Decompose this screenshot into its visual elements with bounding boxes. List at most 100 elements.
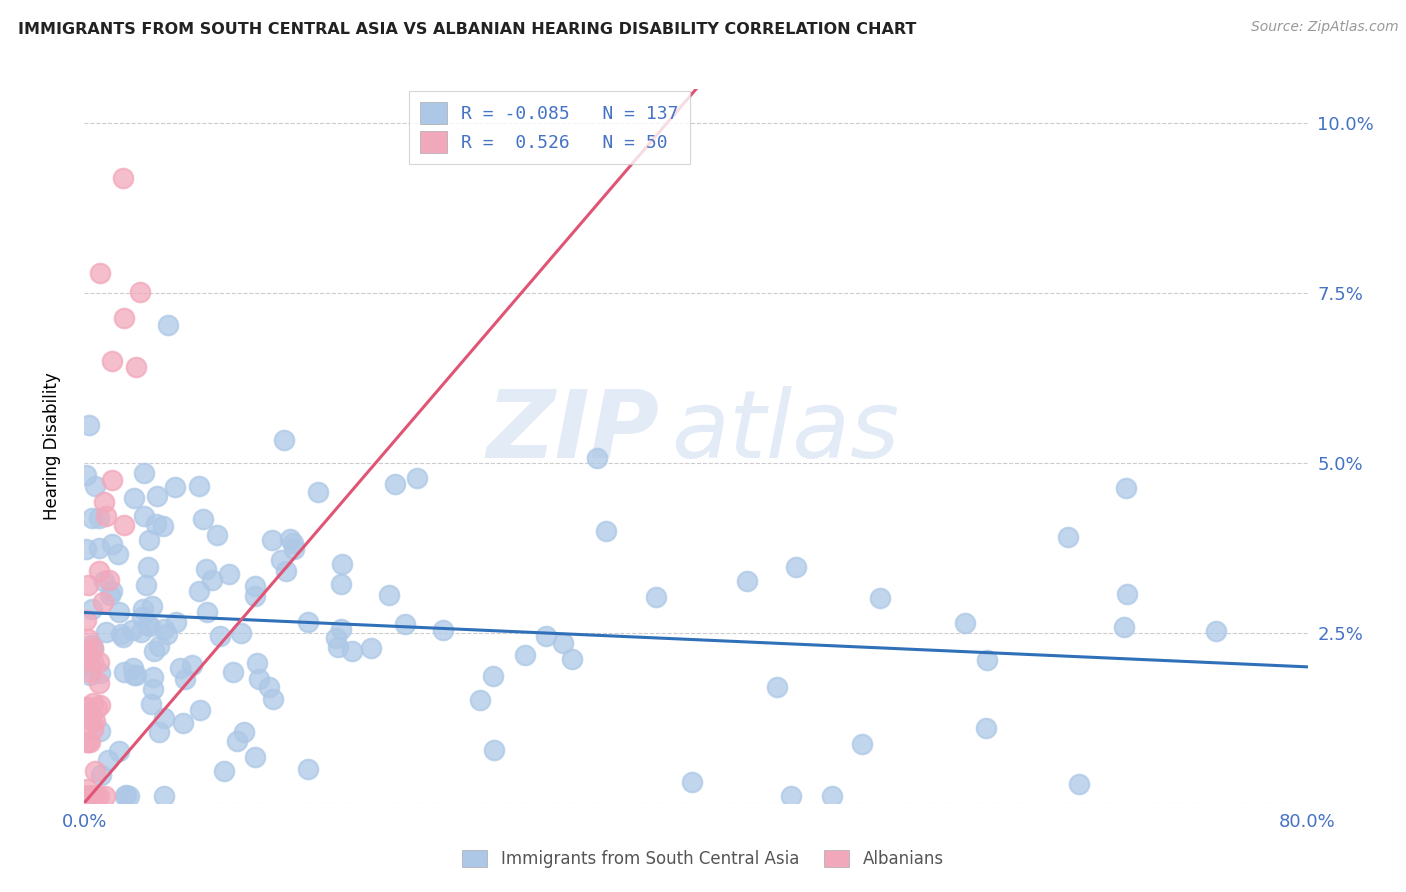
- Point: [1116, 587, 1139, 601]
- Point: [142, 670, 165, 684]
- Point: [148, 724, 170, 739]
- Point: [142, 682, 165, 697]
- Point: [82, 641, 104, 656]
- Point: [75, 613, 97, 627]
- Legend: R = -0.085   N = 137, R =  0.526   N = 50: R = -0.085 N = 137, R = 0.526 N = 50: [409, 91, 689, 164]
- Point: [851, 737, 873, 751]
- Point: [278, 532, 301, 546]
- Point: [432, 623, 454, 637]
- Point: [138, 533, 160, 548]
- Point: [76, 578, 98, 592]
- Point: [173, 672, 195, 686]
- Point: [330, 557, 353, 571]
- Point: [80, 510, 103, 524]
- Point: [737, 574, 759, 589]
- Point: [226, 734, 249, 748]
- Point: [145, 489, 167, 503]
- Text: ZIP: ZIP: [486, 385, 659, 478]
- Point: [131, 625, 153, 640]
- Point: [82, 642, 104, 657]
- Point: [114, 789, 136, 803]
- Point: [165, 479, 187, 493]
- Point: [208, 629, 231, 643]
- Point: [82, 789, 104, 803]
- Point: [534, 629, 557, 643]
- Point: [101, 537, 124, 551]
- Point: [136, 560, 159, 574]
- Point: [1067, 777, 1090, 791]
- Point: [93, 495, 115, 509]
- Point: [91, 595, 114, 609]
- Point: [869, 591, 891, 605]
- Point: [595, 524, 617, 538]
- Point: [141, 599, 163, 613]
- Point: [326, 640, 349, 655]
- Point: [82, 696, 104, 710]
- Point: [82, 723, 104, 737]
- Point: [121, 623, 143, 637]
- Point: [75, 541, 97, 556]
- Point: [765, 680, 787, 694]
- Point: [94, 625, 117, 640]
- Point: [484, 743, 506, 757]
- Point: [132, 466, 155, 480]
- Point: [148, 640, 170, 654]
- Point: [75, 789, 97, 803]
- Text: Source: ZipAtlas.com: Source: ZipAtlas.com: [1251, 20, 1399, 34]
- Point: [785, 559, 807, 574]
- Point: [90, 768, 112, 782]
- Point: [955, 615, 977, 630]
- Text: IMMIGRANTS FROM SOUTH CENTRAL ASIA VS ALBANIAN HEARING DISABILITY CORRELATION CH: IMMIGRANTS FROM SOUTH CENTRAL ASIA VS AL…: [18, 22, 917, 37]
- Point: [75, 699, 97, 714]
- Point: [89, 666, 111, 681]
- Point: [93, 574, 115, 588]
- Point: [110, 627, 132, 641]
- Point: [188, 479, 211, 493]
- Point: [89, 510, 111, 524]
- Point: [152, 622, 174, 636]
- Point: [342, 644, 364, 658]
- Point: [384, 477, 406, 491]
- Point: [97, 754, 120, 768]
- Point: [79, 668, 101, 682]
- Point: [122, 667, 145, 681]
- Point: [75, 789, 97, 803]
- Point: [77, 735, 100, 749]
- Point: [195, 562, 218, 576]
- Point: [270, 552, 292, 566]
- Point: [281, 535, 304, 549]
- Point: [246, 656, 269, 670]
- Point: [212, 764, 235, 779]
- Point: [125, 668, 148, 682]
- Point: [76, 645, 98, 659]
- Point: [330, 622, 353, 636]
- Point: [247, 672, 270, 686]
- Point: [780, 789, 803, 803]
- Point: [79, 789, 101, 803]
- Point: [276, 564, 298, 578]
- Point: [681, 775, 703, 789]
- Point: [75, 650, 97, 665]
- Point: [132, 508, 155, 523]
- Point: [86, 700, 108, 714]
- Point: [122, 491, 145, 505]
- Point: [139, 619, 162, 633]
- Point: [169, 661, 191, 675]
- Point: [84, 714, 107, 728]
- Point: [482, 669, 505, 683]
- Y-axis label: Hearing Disability: Hearing Disability: [42, 372, 60, 520]
- Point: [195, 605, 218, 619]
- Point: [378, 588, 401, 602]
- Point: [87, 789, 110, 803]
- Point: [1115, 481, 1137, 495]
- Point: [80, 789, 103, 803]
- Point: [201, 573, 224, 587]
- Point: [125, 360, 148, 375]
- Point: [84, 789, 107, 803]
- Point: [191, 511, 214, 525]
- Point: [974, 721, 997, 735]
- Point: [243, 749, 266, 764]
- Point: [468, 693, 491, 707]
- Point: [330, 577, 353, 591]
- Point: [262, 533, 284, 548]
